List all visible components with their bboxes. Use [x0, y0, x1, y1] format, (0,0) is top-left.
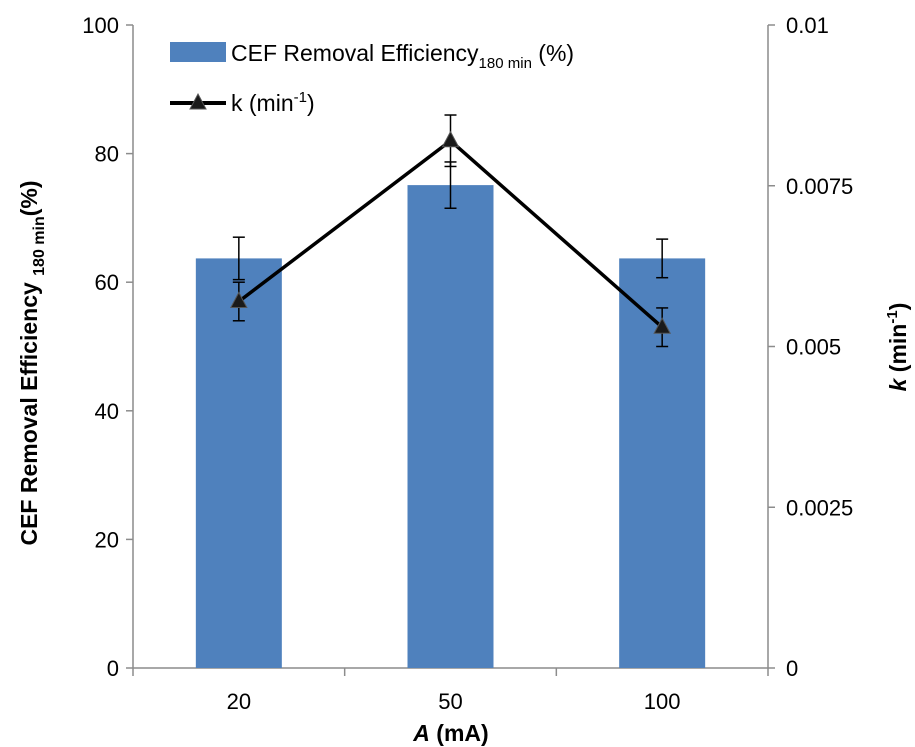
- legend-bar-label: CEF Removal Efficiency180 min (%): [231, 40, 574, 72]
- y-left-tick-label: 60: [95, 270, 119, 295]
- bar-series: [195, 185, 706, 668]
- legend-triangle-marker: [189, 92, 207, 110]
- y-right-tick-label: 0: [786, 656, 798, 681]
- k-line-series: [229, 114, 672, 348]
- y-left-tick-label: 100: [82, 13, 119, 38]
- bar: [195, 258, 282, 668]
- legend-line-label: k (min-1): [231, 89, 315, 116]
- y-left-tick-label: 80: [95, 142, 119, 167]
- y-right-tick-label: 0.005: [786, 335, 841, 360]
- y-right-axis-title: k (min-1): [884, 303, 911, 392]
- x-tick-label: 20: [227, 689, 251, 714]
- left-axis-ticks: 0 20 40 60 80 100: [82, 13, 133, 681]
- y-right-tick-label: 0.01: [786, 13, 829, 38]
- legend: CEF Removal Efficiency180 min (%) k (min…: [170, 40, 574, 116]
- y-left-tick-label: 20: [95, 527, 119, 552]
- right-axis-ticks: 0 0.0025 0.005 0.0075 0.01: [768, 13, 853, 681]
- x-tick-label: 50: [438, 689, 462, 714]
- k-point-marker: [653, 317, 672, 334]
- y-left-axis-title: CEF Removal Efficiency 180 min(%): [16, 180, 48, 545]
- y-right-tick-label: 0.0025: [786, 495, 853, 520]
- x-tick-label: 100: [644, 689, 681, 714]
- y-right-tick-label: 0.0075: [786, 174, 853, 199]
- x-axis-ticks: 20 50 100: [132, 668, 769, 714]
- y-left-tick-label: 40: [95, 399, 119, 424]
- k-point-marker: [229, 291, 248, 308]
- k-point-marker: [441, 130, 460, 148]
- legend-bar-swatch: [170, 42, 226, 62]
- y-left-tick-label: 0: [107, 656, 119, 681]
- bar: [407, 185, 494, 668]
- x-axis-title: A (mA): [412, 720, 488, 746]
